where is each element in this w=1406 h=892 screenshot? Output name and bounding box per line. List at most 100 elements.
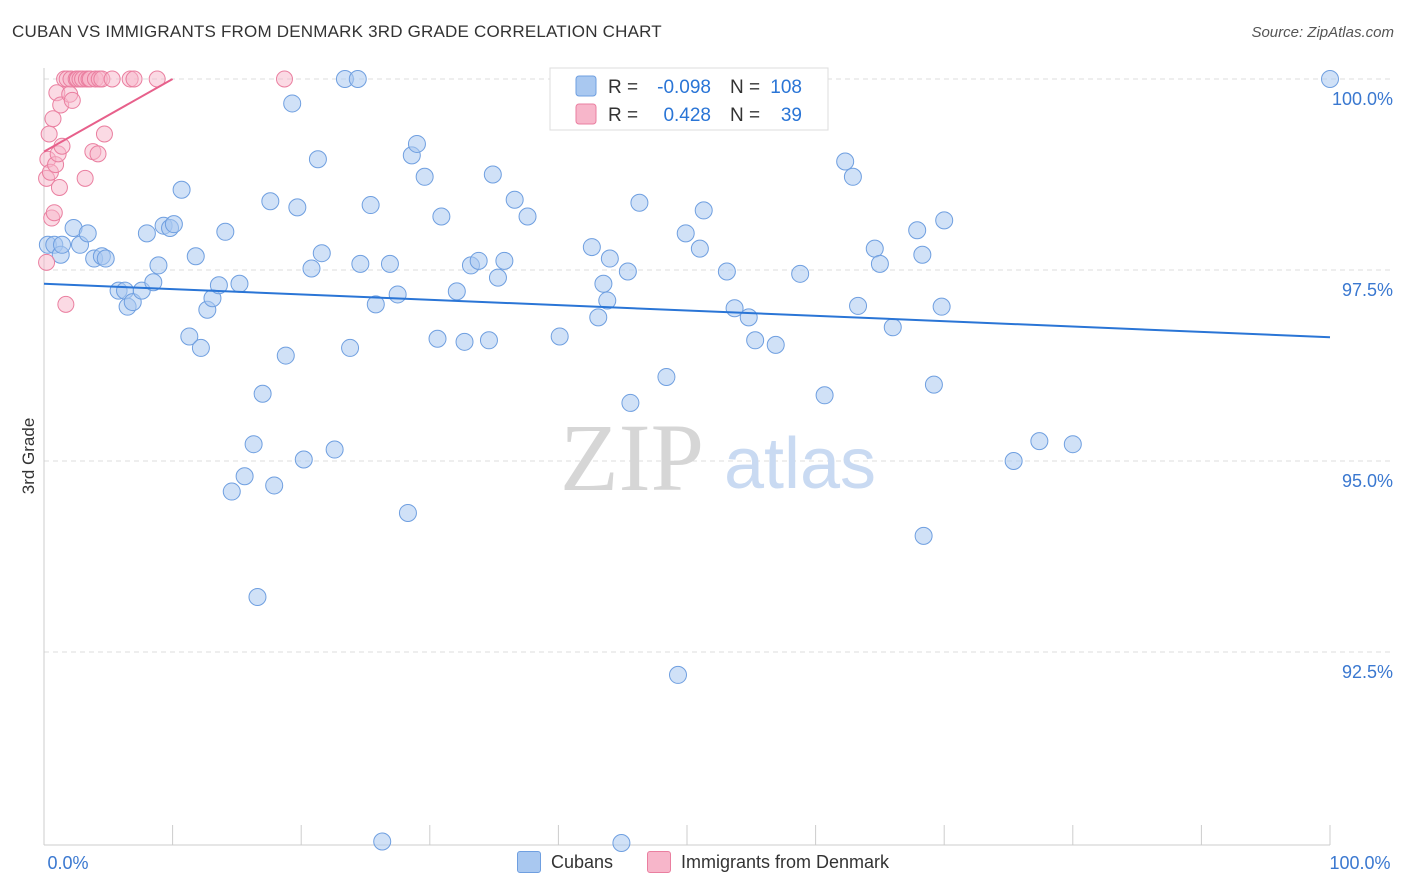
cubans-point <box>209 276 228 295</box>
cubans-point <box>908 221 927 240</box>
cubans-point <box>694 201 713 220</box>
source-label: Source: ZipAtlas.com <box>1251 24 1394 41</box>
cubans-point <box>253 384 272 403</box>
legend-r-value-pink: 0.428 <box>663 105 711 126</box>
cubans-point <box>164 215 183 234</box>
cubans-point <box>302 259 321 278</box>
denmark-point <box>89 145 107 163</box>
legend-swatch-pink <box>575 103 597 125</box>
cubans-point <box>849 296 868 315</box>
y-tick-label: 100.0% <box>1332 89 1393 109</box>
cubans-point <box>230 274 249 293</box>
denmark-point <box>50 178 68 196</box>
cubans-point <box>1063 435 1082 454</box>
cubans-point <box>248 587 267 606</box>
denmark-point <box>57 295 75 313</box>
cubans-swatch <box>516 851 541 873</box>
cubans-point <box>222 482 241 501</box>
y-tick-label: 97.5% <box>1342 280 1393 300</box>
denmark-point <box>45 204 63 222</box>
legend-label-cubans: Cubans <box>550 851 613 872</box>
cubans-point <box>594 274 613 293</box>
legend-item-denmark[interactable]: Immigrants from Denmark <box>647 851 889 873</box>
series-legend: Cubans Immigrants from Denmark <box>0 851 1406 873</box>
cubans-point <box>341 338 360 357</box>
denmark-point <box>44 110 62 128</box>
x-tick-label-max: 100.0% <box>1329 853 1390 873</box>
cubans-point <box>505 190 524 209</box>
denmark-point <box>63 91 81 109</box>
cubans-point <box>265 476 284 495</box>
x-tick-label-min: 0.0% <box>47 853 88 873</box>
denmark-point <box>275 70 293 88</box>
cubans-point <box>518 207 537 226</box>
denmark-point <box>125 70 143 88</box>
cubans-point <box>172 180 191 199</box>
correlation-legend: R = -0.098 N = 108 R = 0.428 N = 39 <box>549 67 829 131</box>
denmark-point <box>38 253 56 271</box>
legend-n-value-blue: 108 <box>770 77 802 98</box>
cubans-point <box>351 254 370 273</box>
cubans-point <box>913 245 932 264</box>
cubans-point <box>589 308 608 327</box>
cubans-point <box>137 224 156 243</box>
denmark-point <box>95 125 113 143</box>
cubans-point <box>428 329 447 348</box>
denmark-point <box>40 125 58 143</box>
cubans-point <box>447 282 466 301</box>
cubans-point <box>1030 432 1049 451</box>
y-axis-label: 3rd Grade <box>19 418 38 495</box>
cubans-point <box>630 193 649 212</box>
cubans-point <box>1004 452 1023 470</box>
y-tick-label: 92.5% <box>1342 662 1393 682</box>
legend-n-label-pink: N = <box>730 105 760 126</box>
cubans-point <box>366 295 385 314</box>
cubans-point <box>216 222 235 241</box>
cubans-point <box>739 308 758 327</box>
cubans-point <box>261 192 280 211</box>
cubans-point <box>373 832 392 851</box>
cubans-point <box>657 367 676 386</box>
cubans-trend-line <box>43 282 1331 339</box>
cubans-point <box>53 235 72 254</box>
legend-r-label-pink: R = <box>608 105 638 126</box>
cubans-point <box>600 249 619 268</box>
cubans-point <box>398 503 417 522</box>
cubans-point <box>276 346 295 365</box>
cubans-point <box>312 244 331 263</box>
cubans-point <box>843 167 862 186</box>
cubans-point <box>415 167 434 186</box>
cubans-point <box>865 239 884 258</box>
cubans-point <box>96 249 115 268</box>
cubans-point <box>455 332 474 351</box>
cubans-point <box>883 318 902 337</box>
cubans-point <box>668 665 687 684</box>
cubans-point <box>935 211 954 230</box>
cubans-point <box>244 435 263 454</box>
cubans-point <box>717 262 736 281</box>
legend-item-cubans[interactable]: Cubans <box>516 851 613 873</box>
x-ticks <box>43 825 1331 845</box>
cubans-point <box>294 450 313 469</box>
cubans-point <box>469 251 488 270</box>
cubans-point <box>288 198 307 217</box>
legend-r-value-blue: -0.098 <box>657 77 711 98</box>
cubans-point <box>388 285 407 304</box>
trend-lines <box>43 78 1331 339</box>
chart-title: CUBAN VS IMMIGRANTS FROM DENMARK 3RD GRA… <box>12 22 662 41</box>
cubans-point <box>308 150 327 169</box>
legend-label-denmark: Immigrants from Denmark <box>681 851 890 872</box>
cubans-point <box>618 262 637 281</box>
cubans-point <box>924 375 943 394</box>
cubans-point <box>407 134 426 153</box>
cubans-point <box>361 196 380 215</box>
cubans-point <box>483 165 502 184</box>
legend-n-value-pink: 39 <box>781 105 802 126</box>
cubans-point <box>432 207 451 226</box>
cubans-point <box>149 256 168 275</box>
cubans-point <box>914 526 933 545</box>
cubans-point <box>380 254 399 273</box>
cubans-point <box>550 327 569 346</box>
cubans-point <box>78 224 97 243</box>
